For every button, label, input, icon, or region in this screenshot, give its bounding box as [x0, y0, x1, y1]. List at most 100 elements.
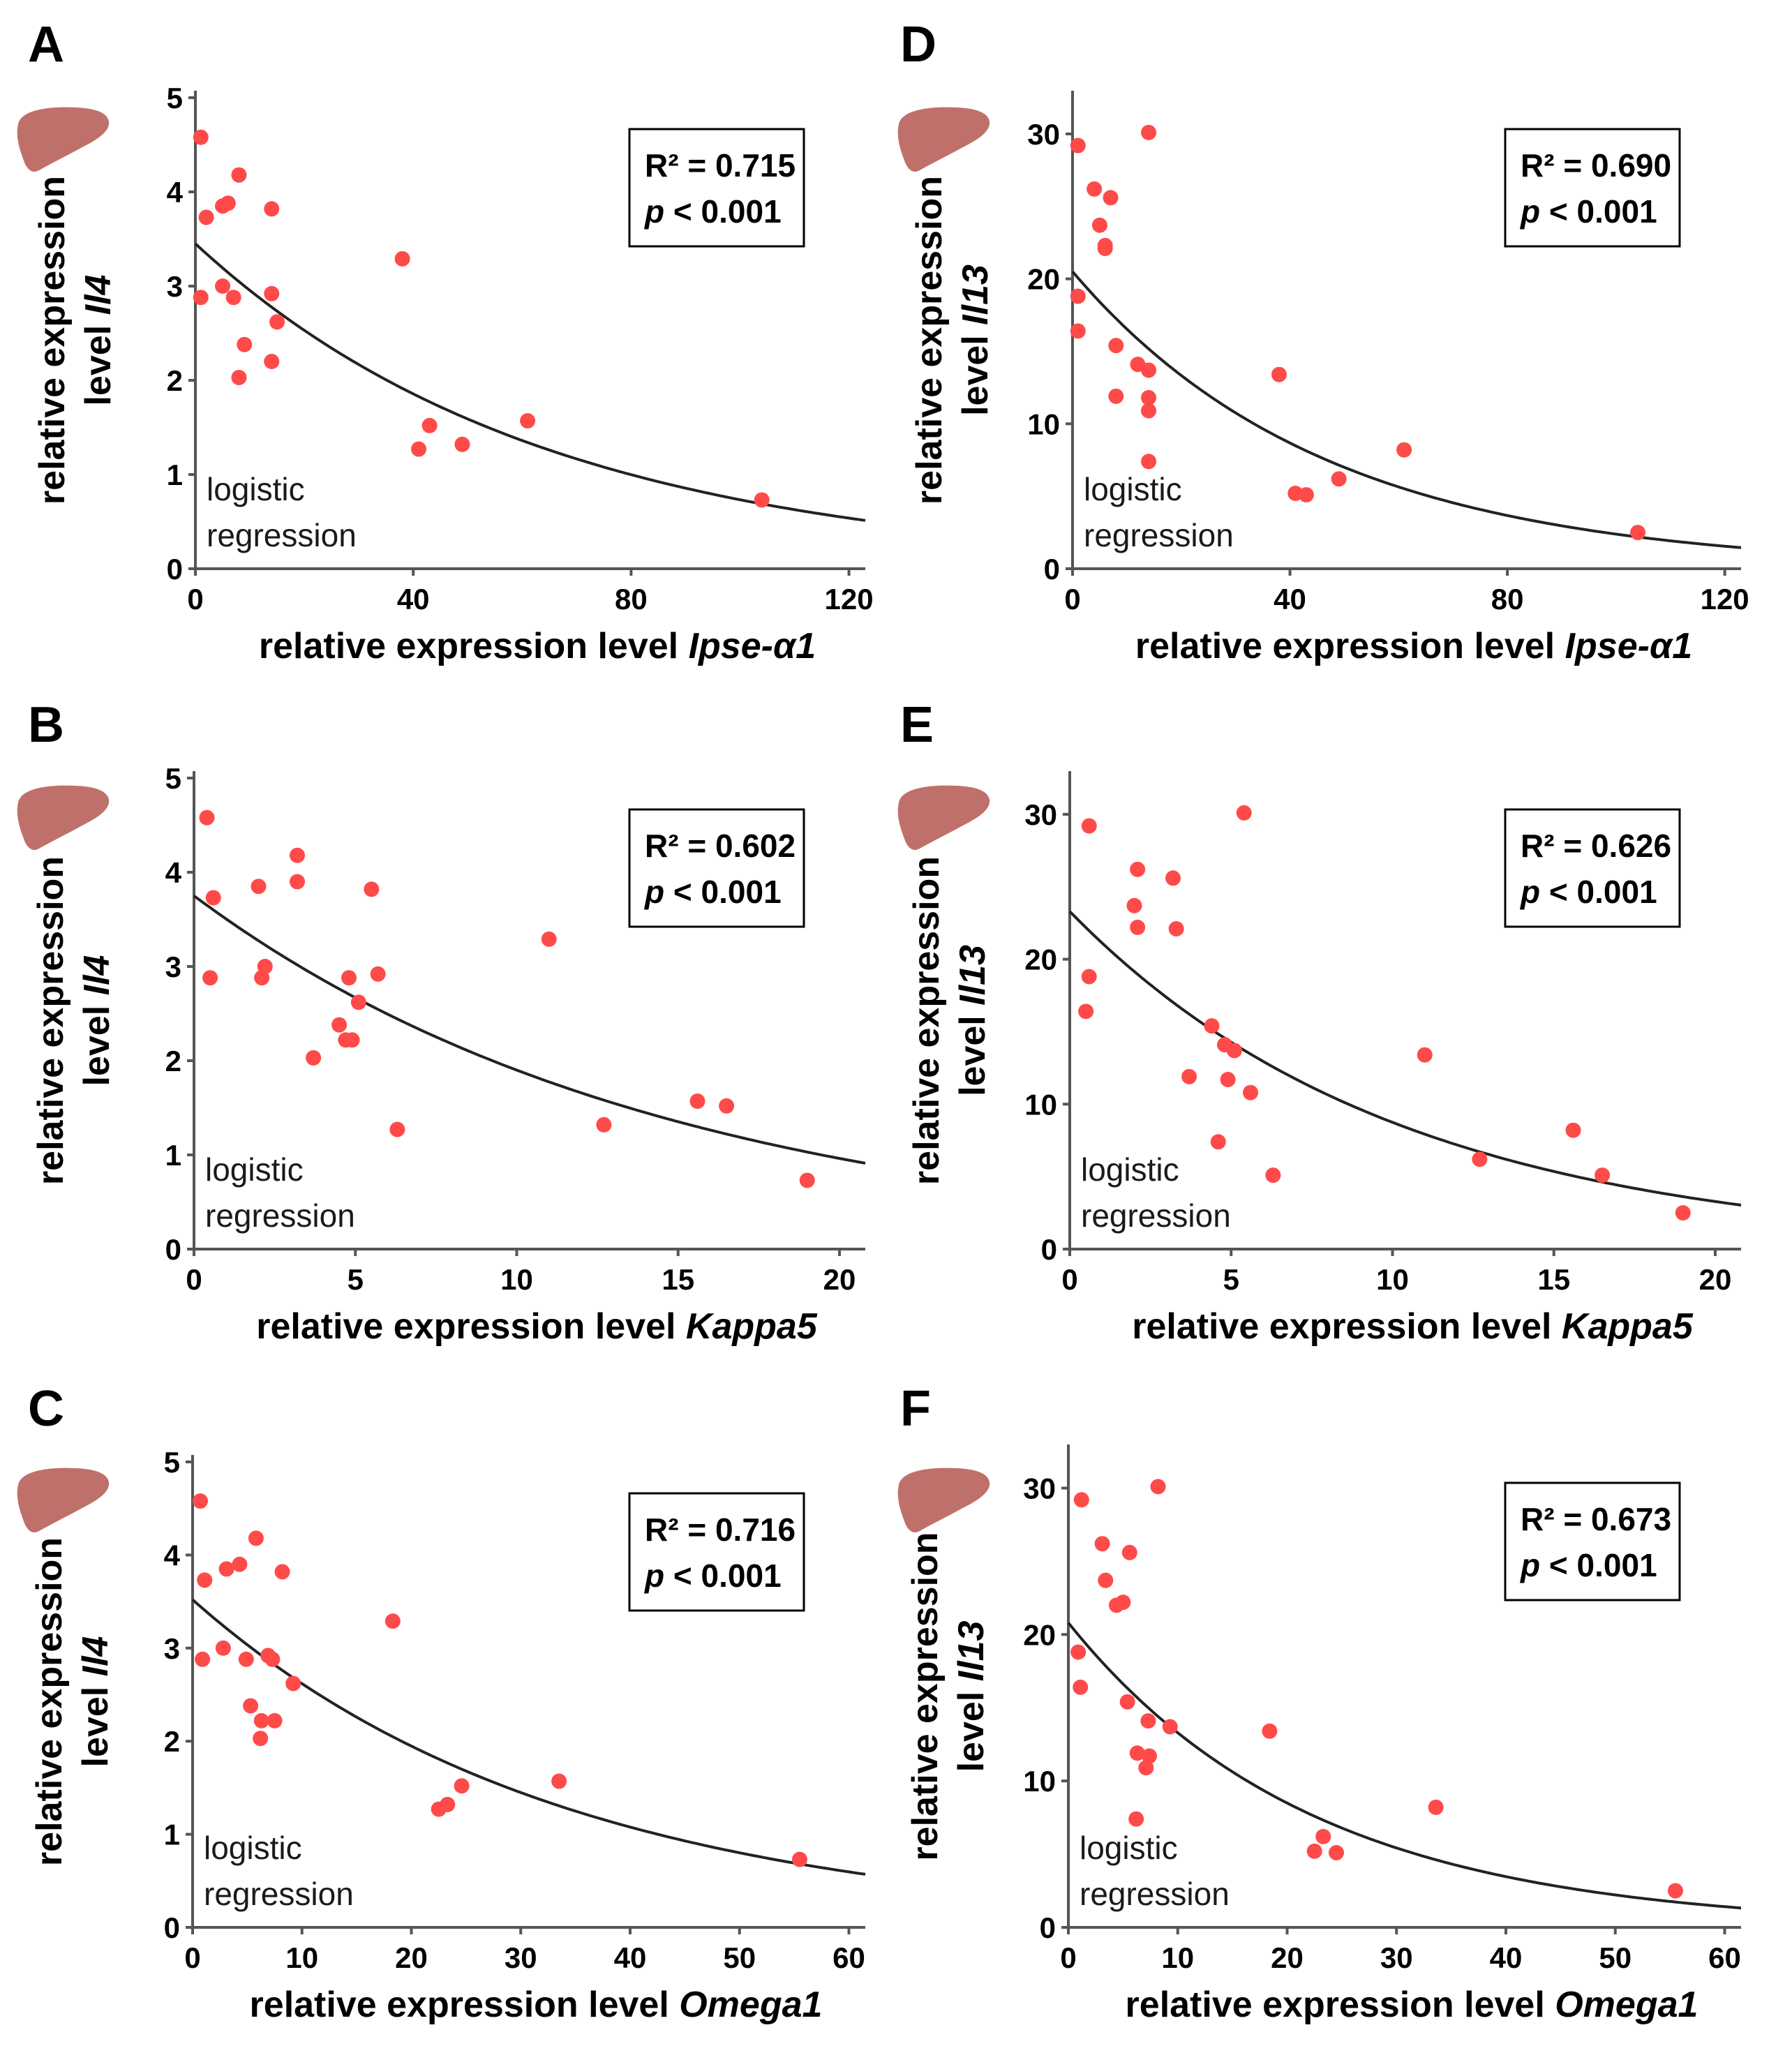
regression-note-line1: logistic: [1084, 471, 1182, 507]
data-point: [198, 209, 214, 225]
data-point: [220, 195, 236, 211]
y-axis-label-line2: level Il4: [75, 1636, 116, 1767]
data-point: [791, 1851, 807, 1867]
y-axis-label-gene: Il13: [953, 945, 993, 1006]
data-point: [370, 966, 386, 982]
data-point: [1119, 1694, 1135, 1710]
regression-note-line1: logistic: [1080, 1830, 1178, 1866]
data-point: [596, 1117, 612, 1133]
stats-box: [1504, 808, 1681, 928]
y-axis-label-gene: Il13: [955, 264, 996, 325]
y-tick-label: 0: [165, 1233, 181, 1266]
regression-note-line2: regression: [204, 1876, 354, 1912]
panel-d: D 0 10 20 30 0 40 80 120 relative expression leve…: [897, 17, 1749, 666]
data-point: [1331, 471, 1347, 487]
data-point: [1108, 338, 1124, 354]
data-point: [202, 970, 218, 986]
r-squared-value: R² = 0.602: [645, 828, 796, 864]
data-point: [1181, 1068, 1197, 1084]
data-point: [199, 809, 215, 826]
r-squared-value: R² = 0.690: [1521, 147, 1671, 184]
x-tick-label: 10: [1376, 1263, 1409, 1296]
data-point: [1070, 288, 1086, 304]
data-point: [285, 1675, 301, 1692]
data-point: [264, 354, 280, 369]
x-axis-label-text: relative expression level: [250, 1985, 680, 2025]
data-point: [1165, 870, 1181, 886]
data-point: [719, 1098, 735, 1114]
p-value: p < 0.001: [1519, 193, 1657, 230]
data-point: [1094, 1536, 1110, 1552]
data-point: [251, 879, 267, 895]
liver-shape: [17, 107, 110, 172]
x-tick-label: 10: [1161, 1941, 1194, 1974]
stats-box: [628, 808, 805, 928]
y-tick-label: 4: [164, 1539, 181, 1571]
data-point: [1073, 1492, 1089, 1508]
y-axis-label-line1: relative expression: [906, 856, 947, 1185]
x-tick-label: 0: [187, 583, 203, 615]
regression-curve: [194, 242, 866, 522]
panel-letter: E: [900, 697, 934, 753]
data-point: [1081, 818, 1097, 834]
r-squared-value: R² = 0.626: [1521, 828, 1671, 864]
data-point: [1140, 1713, 1156, 1729]
data-point: [1070, 137, 1086, 154]
data-point: [1129, 1745, 1145, 1761]
data-point: [799, 1172, 815, 1188]
data-point: [264, 285, 280, 301]
data-point: [290, 874, 305, 890]
x-tick-label: 15: [662, 1263, 694, 1296]
data-point: [218, 1561, 234, 1577]
y-tick-label: 20: [1023, 1618, 1056, 1651]
regression-note-line1: logistic: [1081, 1151, 1179, 1188]
regression-note-line1: logistic: [205, 1151, 304, 1188]
regression-curve: [1071, 270, 1742, 549]
p-value-text: < 0.001: [664, 874, 782, 910]
data-point: [1070, 1644, 1087, 1660]
data-point: [306, 1050, 322, 1066]
regression-note-line2: regression: [1081, 1197, 1231, 1234]
x-tick-label: 30: [1380, 1941, 1413, 1974]
data-point: [1091, 217, 1107, 233]
data-point: [1141, 124, 1157, 140]
regression-note-line2: regression: [205, 1197, 355, 1234]
stats-box: [628, 1492, 805, 1612]
liver-icon: [897, 1468, 990, 1533]
data-point: [274, 1564, 290, 1580]
data-point: [1138, 1760, 1154, 1776]
p-symbol: p: [1519, 1547, 1540, 1583]
data-point: [1168, 921, 1184, 936]
x-axis-label-gene: Kappa5: [1562, 1306, 1694, 1347]
y-tick-label: 3: [164, 1632, 180, 1665]
y-tick-label: 10: [1027, 408, 1060, 440]
x-tick-label: 120: [1701, 583, 1749, 615]
y-axis-label-line1: relative expression: [905, 1532, 946, 1860]
data-point: [1675, 1205, 1691, 1221]
data-point: [1081, 969, 1097, 985]
data-point: [384, 1613, 401, 1629]
y-tick-label: 0: [164, 1911, 180, 1944]
data-point: [254, 970, 270, 986]
x-tick-label: 10: [500, 1263, 533, 1296]
data-point: [341, 970, 357, 986]
y-tick-label: 0: [1041, 1233, 1057, 1266]
data-point: [232, 1556, 248, 1572]
x-tick-label: 40: [1274, 583, 1306, 615]
y-axis-label-prefix: level: [78, 315, 119, 405]
data-point: [1162, 1719, 1178, 1735]
y-tick-label: 2: [167, 364, 183, 397]
data-point: [1306, 1843, 1322, 1859]
y-tick-label: 3: [165, 950, 181, 983]
y-tick-label: 30: [1027, 118, 1060, 151]
regression-curve: [1067, 1622, 1742, 1910]
panel-letter: F: [900, 1381, 931, 1437]
data-point: [1236, 805, 1252, 821]
data-point: [267, 1712, 283, 1728]
y-tick-label: 20: [1024, 943, 1057, 976]
data-point: [1126, 897, 1142, 913]
data-point: [1262, 1723, 1278, 1739]
liver-icon: [17, 785, 110, 851]
